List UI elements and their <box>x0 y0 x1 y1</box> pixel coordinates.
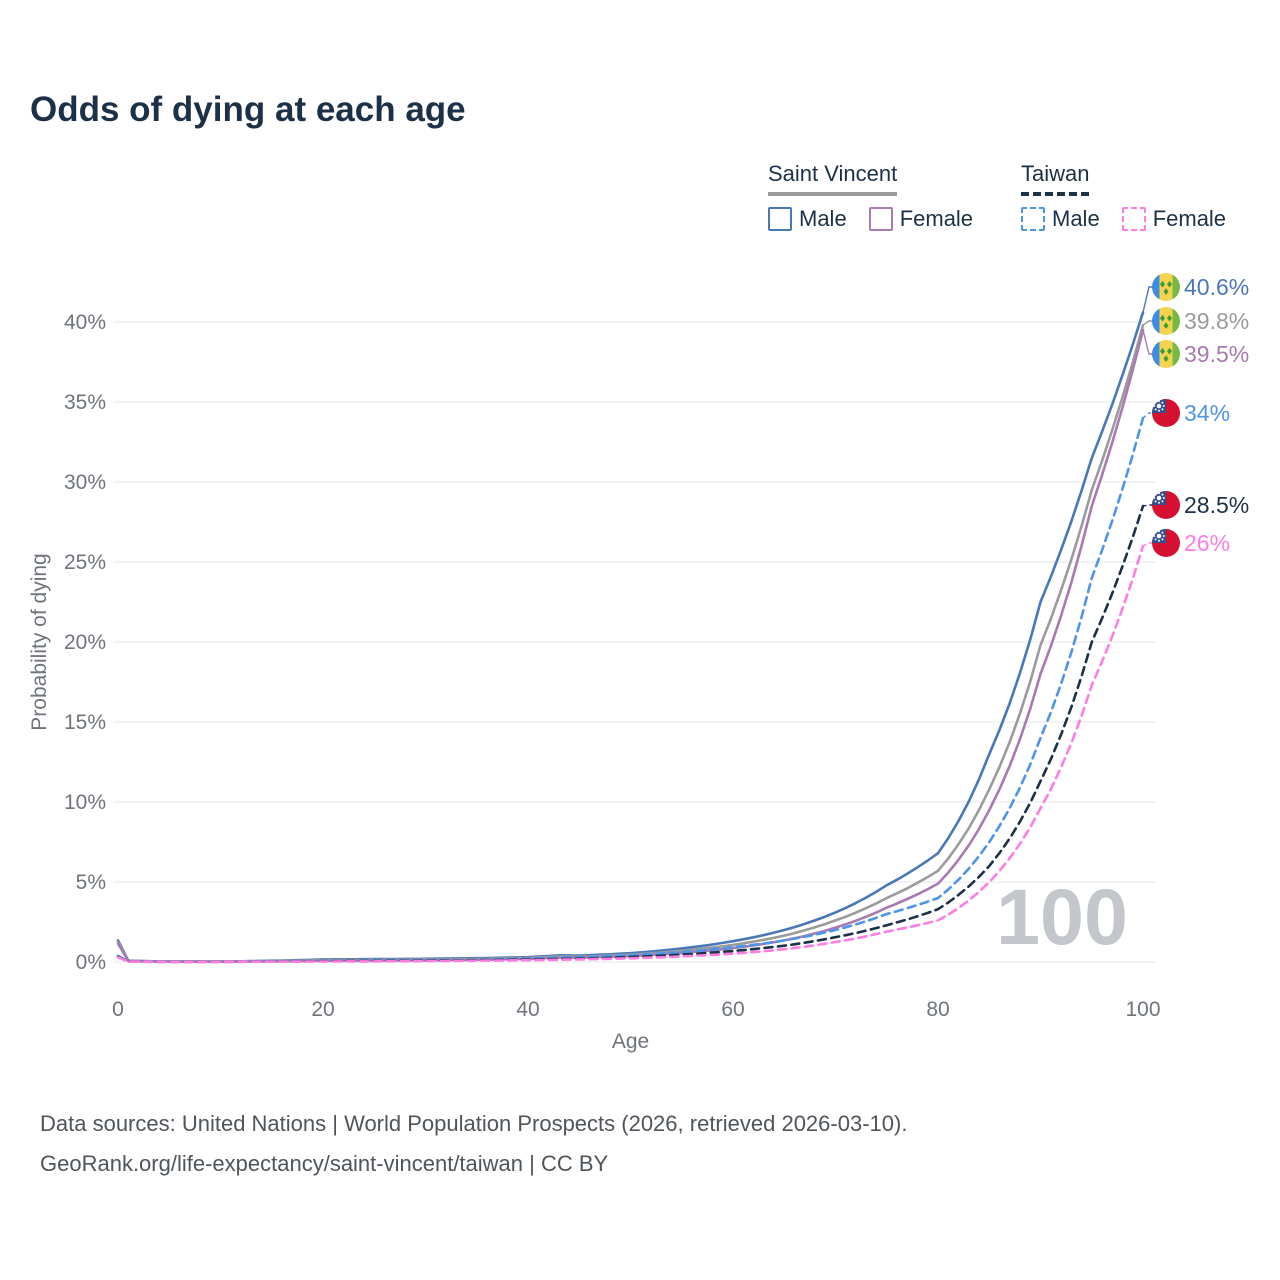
end-label-connector-sv-male <box>1142 286 1154 313</box>
end-value-label-sv-both: 39.8% <box>1184 308 1249 334</box>
legend-group-title-saint-vincent: Saint Vincent <box>768 161 898 186</box>
series-line-tw-both[interactable] <box>116 504 1145 964</box>
saint-vincent-flag-icon <box>1152 307 1180 335</box>
taiwan-flag-icon <box>1152 529 1180 557</box>
age-counter-watermark: 100 <box>996 872 1128 961</box>
end-value-label-sv-female: 39.5% <box>1184 341 1249 367</box>
y-axis-tick-label: 35% <box>64 391 106 414</box>
end-label-connector-tw-female <box>1142 542 1154 547</box>
legend-item-tw-female[interactable]: Female <box>1121 206 1227 232</box>
x-axis-tick-label: 60 <box>721 998 744 1021</box>
taiwan-flag-icon <box>1152 399 1180 427</box>
y-axis-tick-label: 40% <box>64 311 106 334</box>
sv-female-swatch-icon <box>868 207 893 231</box>
legend-item-label: Female <box>899 206 974 231</box>
legend-group-taiwan: Taiwan Male Female <box>1021 161 1248 232</box>
legend-item-label: Male <box>1052 206 1100 231</box>
end-label-connector-sv-female <box>1142 329 1154 355</box>
y-axis-title: Probability of dying <box>28 553 51 730</box>
legend-items-taiwan: Male Female <box>1021 206 1248 232</box>
legend-group-title-taiwan: Taiwan <box>1021 161 1090 186</box>
end-value-label-tw-both: 28.5% <box>1184 492 1249 518</box>
chart-footer: Data sources: United Nations | World Pop… <box>40 1104 907 1184</box>
legend-header-taiwan[interactable]: Taiwan <box>1021 161 1090 196</box>
x-axis-title: Age <box>612 1030 649 1053</box>
y-axis-tick-label: 0% <box>76 951 106 974</box>
legend-item-sv-female[interactable]: Female <box>868 206 974 232</box>
legend-header-saint-vincent[interactable]: Saint Vincent <box>768 161 898 196</box>
sv-male-swatch-icon <box>768 207 792 231</box>
x-axis-tick-label: 20 <box>311 998 334 1021</box>
legend-group-saint-vincent: Saint Vincent Male Female <box>768 161 995 232</box>
series-line-tw-male[interactable] <box>116 416 1145 964</box>
x-axis-tick-label: 40 <box>516 998 539 1021</box>
legend-item-sv-male[interactable]: Male <box>768 206 847 232</box>
x-axis-tick-label: 80 <box>926 998 949 1021</box>
page-title: Odds of dying at each age <box>30 90 466 129</box>
saint-vincent-flag-icon <box>1152 273 1180 301</box>
y-axis-tick-label: 20% <box>64 631 106 654</box>
y-axis-tick-label: 5% <box>76 871 106 894</box>
y-axis-tick-label: 30% <box>64 471 106 494</box>
legend-items-saint-vincent: Male Female <box>768 206 995 232</box>
y-axis-tick-label: 10% <box>64 791 106 814</box>
taiwan-flag-icon <box>1152 491 1180 519</box>
x-axis-tick-label: 100 <box>1125 998 1160 1021</box>
y-axis-tick-label: 15% <box>64 711 106 734</box>
legend-item-label: Male <box>799 206 847 231</box>
series-line-tw-female[interactable] <box>116 544 1145 964</box>
end-value-label-sv-male: 40.6% <box>1184 274 1249 300</box>
attribution-text: GeoRank.org/life-expectancy/saint-vincen… <box>40 1151 609 1176</box>
tw-male-swatch-icon <box>1021 207 1045 231</box>
end-value-label-tw-female: 26% <box>1184 530 1230 556</box>
data-sources-text: Data sources: United Nations | World Pop… <box>40 1111 908 1136</box>
legend-item-label: Female <box>1152 206 1227 231</box>
saint-vincent-flag-icon <box>1152 340 1180 368</box>
legend-item-tw-male[interactable]: Male <box>1021 206 1100 232</box>
y-axis-tick-label: 25% <box>64 551 106 574</box>
end-label-connector-tw-male <box>1142 412 1154 419</box>
x-axis-tick-label: 0 <box>112 998 124 1021</box>
end-value-label-tw-male: 34% <box>1184 400 1230 426</box>
tw-female-swatch-icon <box>1121 207 1146 231</box>
